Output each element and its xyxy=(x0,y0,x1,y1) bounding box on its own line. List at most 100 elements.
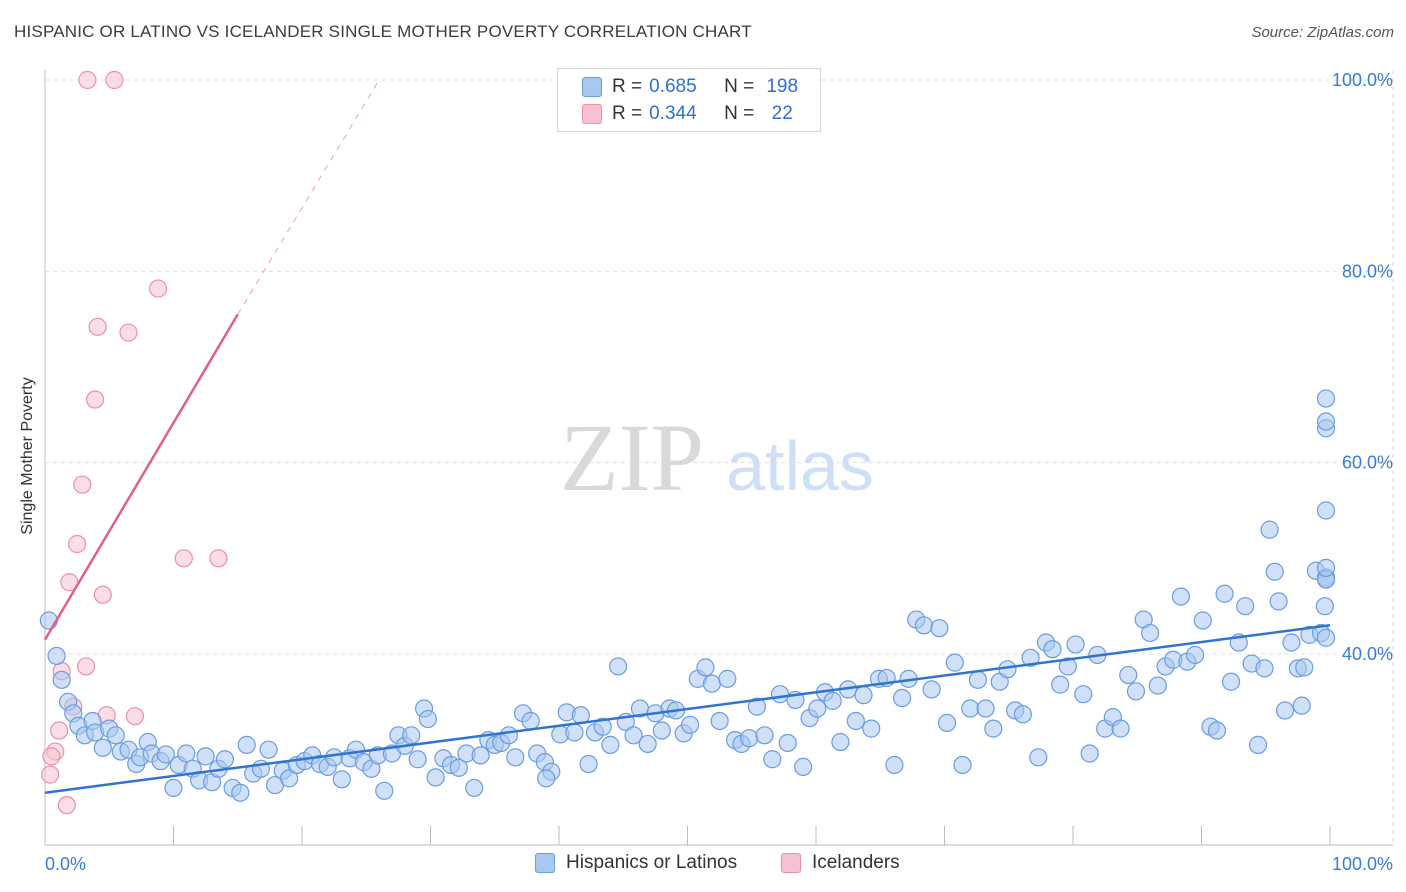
icelander-point xyxy=(50,721,69,740)
icelander-point xyxy=(42,747,61,766)
hispanic-point xyxy=(332,770,351,789)
hispanic-point xyxy=(740,729,759,748)
hispanic-point xyxy=(1316,558,1336,578)
hispanic-point xyxy=(1140,623,1160,643)
legend-swatch-blue xyxy=(582,77,602,97)
watermark: ZIP atlas xyxy=(560,404,874,511)
icelander-point xyxy=(88,317,107,336)
hispanic-point xyxy=(39,611,58,630)
hispanic-point xyxy=(823,691,842,710)
hispanic-point xyxy=(1316,389,1336,408)
hispanic-point xyxy=(506,748,525,767)
icelander-point xyxy=(57,796,76,815)
hispanic-point xyxy=(885,755,904,775)
tick-labels: 40.0% 60.0% 80.0% 100.0% 0.0% 100.0% xyxy=(45,70,1393,874)
hispanic-point xyxy=(1260,520,1279,539)
n-value: 22 xyxy=(771,103,793,124)
hispanic-point xyxy=(930,619,949,638)
hispanic-point xyxy=(831,732,850,752)
hispanic-point xyxy=(156,745,175,764)
legend-swatch-pink xyxy=(582,104,602,124)
hispanic-point xyxy=(1215,584,1234,603)
hispanic-point xyxy=(47,646,66,666)
hispanic-point xyxy=(164,778,183,798)
hispanic-point xyxy=(862,719,881,738)
hispanic-point xyxy=(652,721,671,740)
hispanic-point xyxy=(280,769,299,788)
r-value: 0.344 xyxy=(649,103,697,124)
axes xyxy=(44,70,1393,846)
y-tick-label: 100.0% xyxy=(1332,70,1393,90)
hispanic-point xyxy=(1315,597,1334,616)
hispanic-point xyxy=(537,769,556,788)
hispanic-point xyxy=(696,658,715,677)
hispanic-point xyxy=(808,699,827,718)
hispanic-point xyxy=(1051,675,1070,694)
hispanic-point xyxy=(1171,587,1191,606)
icelander-point xyxy=(125,707,145,726)
hispanic-point xyxy=(968,670,988,689)
hispanic-point xyxy=(1043,640,1062,659)
hispanic-point xyxy=(1265,562,1284,581)
icelander-point xyxy=(148,279,168,298)
hispanic-point xyxy=(854,686,873,705)
icelander-point xyxy=(41,765,60,784)
hispanic-point xyxy=(408,750,427,769)
n-value: 198 xyxy=(766,76,799,97)
hispanic-point xyxy=(1269,592,1288,611)
icelander-point xyxy=(73,475,92,494)
icelander-point xyxy=(209,549,228,568)
source-label: Source: ZipAtlas.com xyxy=(1251,24,1394,41)
hispanic-point xyxy=(375,781,394,800)
icelanders-trend-extension xyxy=(237,79,380,315)
hispanic-point xyxy=(1221,672,1241,691)
hispanic-point xyxy=(794,757,813,776)
icelander-point xyxy=(119,323,138,342)
watermark-zip: ZIP xyxy=(560,404,704,511)
r-label: R = xyxy=(612,76,643,97)
hispanic-point xyxy=(747,697,766,716)
hispanic-point xyxy=(196,747,215,766)
hispanic-point xyxy=(984,719,1003,738)
hispanic-point xyxy=(259,740,278,759)
legend-swatch-pink xyxy=(781,853,801,873)
y-tick-label: 60.0% xyxy=(1342,453,1393,473)
hispanic-point xyxy=(680,715,700,734)
hispanic-point xyxy=(325,748,344,767)
hispanic-point xyxy=(1066,635,1085,654)
hispanic-point xyxy=(237,735,256,754)
hispanic-point xyxy=(892,688,912,708)
legend-row-icelanders: R = 0.344 N = 22 xyxy=(582,102,802,126)
hispanic-point xyxy=(565,723,584,742)
icelander-point xyxy=(77,657,96,676)
hispanic-point xyxy=(1013,705,1032,724)
hispanic-point xyxy=(1282,633,1301,652)
hispanic-point xyxy=(1148,676,1167,695)
hispanic-point xyxy=(1111,719,1130,738)
hispanic-point xyxy=(1316,628,1336,647)
legend-label-hispanics: Hispanics or Latinos xyxy=(566,852,738,873)
hispanic-point xyxy=(945,653,964,672)
hispanic-point xyxy=(579,754,598,774)
hispanic-point xyxy=(763,750,782,769)
hispanic-point xyxy=(402,726,421,745)
icelander-point xyxy=(93,585,112,604)
hispanic-point xyxy=(624,726,643,745)
r-value: 0.685 xyxy=(649,76,697,97)
hispanic-point xyxy=(937,713,957,732)
correlation-legend: R = 0.685 N = 198 R = 0.344 N = 22 xyxy=(557,68,821,132)
legend-item-hispanics: Hispanics or Latinos xyxy=(535,852,737,874)
legend-row-hispanics: R = 0.685 N = 198 xyxy=(582,75,802,99)
hispanic-point xyxy=(710,711,729,731)
icelander-point xyxy=(105,70,124,90)
hispanic-point xyxy=(778,733,797,753)
hispanic-point xyxy=(521,711,540,731)
hispanic-point xyxy=(418,709,438,729)
hispanic-point xyxy=(755,726,774,745)
hispanic-point xyxy=(465,778,484,798)
hispanic-point xyxy=(177,744,196,763)
hispanic-point xyxy=(638,734,657,754)
icelanders-trend-line xyxy=(43,313,239,641)
x-tick-label: 0.0% xyxy=(45,854,86,874)
